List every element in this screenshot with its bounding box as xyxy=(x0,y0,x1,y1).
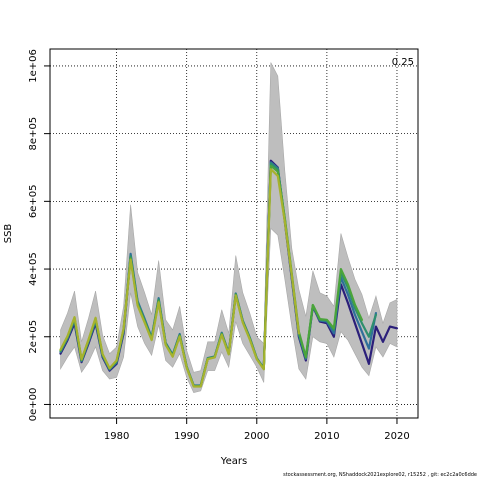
y-axis-title: SSB xyxy=(3,224,14,244)
confidence-band xyxy=(60,62,398,393)
y-tick-label: 1e+06 xyxy=(28,49,39,83)
x-tick-label: 2020 xyxy=(384,431,409,442)
x-axis: 1980 1990 2000 2010 2020 xyxy=(104,418,410,442)
y-tick-label: 0e+00 xyxy=(28,388,39,422)
confidence-band-layer xyxy=(60,62,398,393)
x-tick-label: 2000 xyxy=(244,431,269,442)
footer-credit: stockassessment.org, NShaddock2021explor… xyxy=(283,472,477,478)
x-tick-label: 1980 xyxy=(104,431,129,442)
x-tick-label: 1990 xyxy=(174,431,199,442)
x-tick-label: 2010 xyxy=(314,431,339,442)
x-axis-title: Years xyxy=(220,456,247,467)
series-layer xyxy=(59,159,399,388)
plot-frame xyxy=(49,48,419,419)
y-tick-label: 4e+05 xyxy=(28,252,39,286)
series-line-5 xyxy=(59,168,300,388)
y-tick-label: 2e+05 xyxy=(28,320,39,354)
y-tick-label: 6e+05 xyxy=(28,185,39,219)
y-axis: 0e+00 2e+05 4e+05 6e+05 8e+05 1e+06 xyxy=(28,49,50,421)
y-tick-label: 8e+05 xyxy=(28,117,39,151)
corner-label: 0.25 xyxy=(392,57,414,68)
